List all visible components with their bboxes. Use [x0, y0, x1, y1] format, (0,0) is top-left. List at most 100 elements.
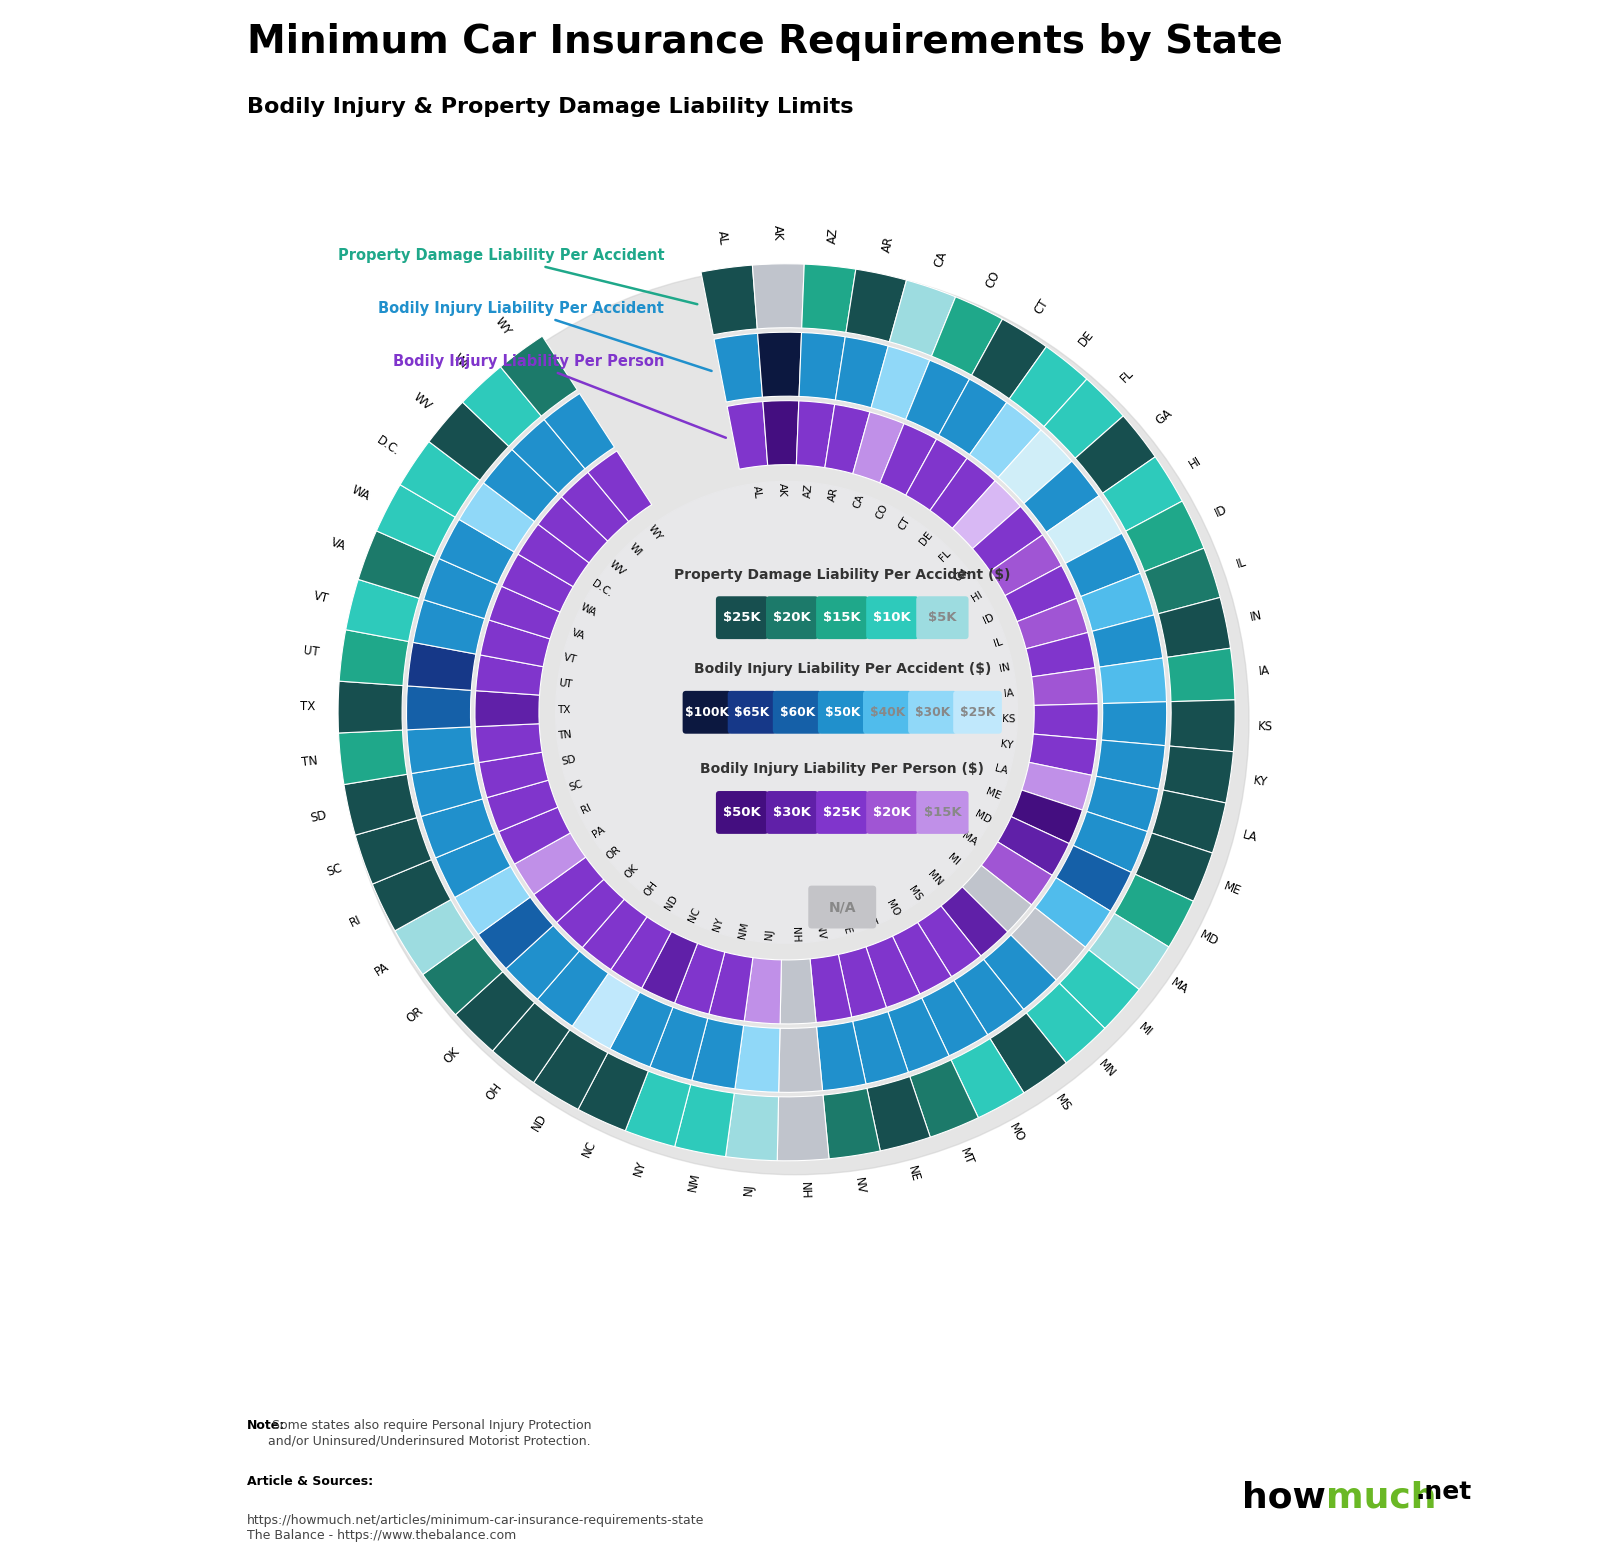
Text: MN: MN: [1095, 1058, 1117, 1080]
Wedge shape: [778, 1027, 823, 1092]
Text: NY: NY: [632, 1159, 648, 1179]
Text: OK: OK: [442, 1044, 463, 1066]
Wedge shape: [714, 333, 762, 402]
Wedge shape: [533, 1030, 608, 1109]
Text: SC: SC: [568, 778, 584, 792]
Wedge shape: [455, 866, 530, 934]
Text: RI: RI: [580, 803, 592, 815]
Text: MS: MS: [1053, 1092, 1074, 1114]
Wedge shape: [725, 1094, 778, 1160]
Text: $20K: $20K: [874, 806, 911, 818]
Wedge shape: [1073, 812, 1148, 873]
Text: VA: VA: [570, 627, 586, 640]
Wedge shape: [544, 393, 615, 469]
Wedge shape: [1010, 908, 1085, 981]
Text: VT: VT: [564, 653, 578, 665]
Text: Property Damage Liability Per Accident ($): Property Damage Liability Per Accident (…: [674, 568, 1010, 582]
Wedge shape: [338, 730, 407, 784]
Wedge shape: [823, 1089, 881, 1159]
Wedge shape: [709, 951, 752, 1021]
Text: IL: IL: [993, 637, 1004, 650]
Text: WY: WY: [492, 314, 514, 337]
Wedge shape: [866, 1077, 930, 1151]
Text: NH: NH: [797, 1182, 812, 1200]
FancyBboxPatch shape: [765, 596, 818, 639]
Wedge shape: [972, 319, 1047, 399]
Wedge shape: [1092, 614, 1162, 667]
Wedge shape: [1158, 597, 1231, 657]
Wedge shape: [538, 951, 608, 1026]
Text: SD: SD: [309, 809, 328, 825]
Wedge shape: [1135, 832, 1212, 902]
Wedge shape: [376, 484, 455, 557]
Wedge shape: [578, 1052, 648, 1131]
Wedge shape: [752, 265, 804, 330]
Wedge shape: [1089, 913, 1169, 990]
Wedge shape: [1081, 574, 1154, 631]
Text: MT: MT: [957, 1146, 975, 1166]
Wedge shape: [853, 412, 905, 483]
Text: $25K: $25K: [961, 705, 996, 719]
Text: SC: SC: [325, 862, 344, 879]
Text: IA: IA: [1002, 688, 1013, 699]
Text: HI: HI: [1186, 453, 1204, 472]
Wedge shape: [475, 724, 543, 763]
Circle shape: [341, 266, 1249, 1174]
Wedge shape: [650, 1007, 708, 1080]
FancyBboxPatch shape: [908, 692, 957, 733]
Text: AL: AL: [716, 229, 730, 246]
Text: NJ: NJ: [764, 928, 775, 941]
Text: FL: FL: [937, 548, 953, 563]
Text: Bodily Injury & Property Damage Liability Limits: Bodily Injury & Property Damage Liabilit…: [247, 97, 853, 118]
Wedge shape: [917, 907, 981, 976]
FancyBboxPatch shape: [817, 596, 868, 639]
Text: NE: NE: [905, 1165, 922, 1183]
Text: Bodily Injury Liability Per Person ($): Bodily Injury Liability Per Person ($): [700, 763, 985, 777]
Text: Bodily Injury Liability Per Accident ($): Bodily Injury Liability Per Accident ($): [693, 662, 991, 676]
FancyBboxPatch shape: [916, 791, 969, 834]
FancyBboxPatch shape: [863, 692, 911, 733]
Text: D.C.: D.C.: [375, 433, 402, 458]
Wedge shape: [970, 402, 1041, 478]
Wedge shape: [493, 1002, 570, 1083]
Circle shape: [556, 481, 1018, 944]
Wedge shape: [1114, 874, 1193, 947]
Text: D.C.: D.C.: [589, 579, 613, 599]
Text: much: much: [1326, 1480, 1436, 1515]
Wedge shape: [423, 937, 503, 1015]
Text: WV: WV: [410, 390, 434, 413]
Wedge shape: [953, 481, 1020, 549]
Wedge shape: [421, 798, 495, 859]
Wedge shape: [1012, 791, 1082, 843]
Wedge shape: [506, 925, 580, 999]
Wedge shape: [1036, 877, 1111, 947]
Wedge shape: [475, 690, 540, 727]
Text: WI: WI: [450, 351, 471, 371]
Wedge shape: [845, 269, 906, 342]
Text: $40K: $40K: [869, 705, 905, 719]
Text: $50K: $50K: [724, 806, 760, 818]
Wedge shape: [1060, 950, 1140, 1029]
Wedge shape: [484, 450, 559, 521]
FancyBboxPatch shape: [916, 596, 969, 639]
Text: $15K: $15K: [924, 806, 961, 818]
Wedge shape: [610, 992, 672, 1067]
Wedge shape: [983, 934, 1057, 1010]
Text: MO: MO: [1005, 1122, 1026, 1145]
Text: UT: UT: [303, 644, 320, 659]
Text: SD: SD: [560, 755, 578, 767]
Text: N/A: N/A: [828, 900, 857, 914]
Text: ID: ID: [981, 613, 996, 627]
Text: TX: TX: [299, 701, 315, 713]
Wedge shape: [407, 642, 475, 690]
Wedge shape: [1025, 461, 1098, 532]
Wedge shape: [373, 860, 451, 931]
Wedge shape: [1026, 984, 1105, 1063]
Text: CT: CT: [1031, 297, 1050, 316]
Text: OH: OH: [642, 879, 660, 897]
Wedge shape: [836, 337, 889, 408]
Text: NM: NM: [685, 1173, 703, 1193]
Wedge shape: [727, 402, 768, 469]
Wedge shape: [1033, 704, 1098, 739]
Text: KS: KS: [1002, 713, 1017, 724]
